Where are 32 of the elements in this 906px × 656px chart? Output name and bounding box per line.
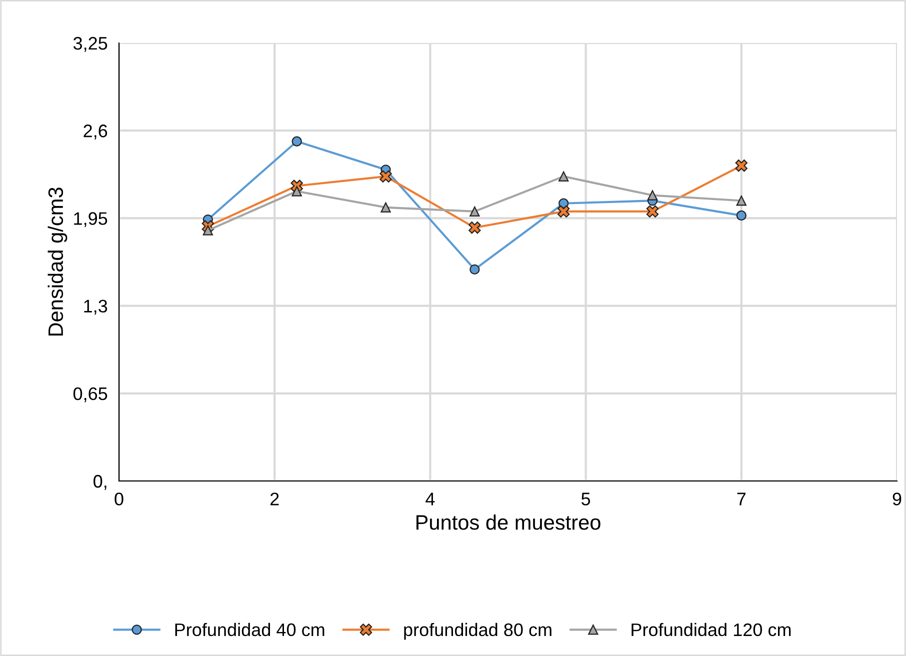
x-tick-label: 0 xyxy=(114,492,124,506)
legend-label: profundidad 80 cm xyxy=(404,622,552,640)
legend-label: Profundidad 40 cm xyxy=(175,622,324,636)
point xyxy=(202,225,213,236)
y-tick-label: 1,3 xyxy=(84,300,108,315)
point xyxy=(470,206,480,217)
point xyxy=(735,160,748,172)
point xyxy=(647,190,658,200)
x-tick-label: 7 xyxy=(737,492,746,506)
point xyxy=(736,196,746,206)
x-tick-label: 5 xyxy=(582,492,590,506)
point xyxy=(557,205,570,218)
point xyxy=(380,202,391,212)
y-tick-label: 2,6 xyxy=(84,124,108,140)
point xyxy=(380,170,392,183)
legend-label: Profundidad 120 cm xyxy=(632,622,791,636)
y-tick-label: 0,65 xyxy=(73,387,108,402)
y-tick-label: 0, xyxy=(94,474,106,490)
y-tick-label: 3,25 xyxy=(73,36,108,52)
x-axis-title: Puntos de muestreo xyxy=(416,514,600,530)
y-tick-label: 1,95 xyxy=(74,212,108,228)
x-tick-label: 2 xyxy=(270,492,279,506)
x-tick-label: 4 xyxy=(426,492,435,506)
point xyxy=(468,222,481,234)
point xyxy=(736,210,746,221)
point xyxy=(646,205,659,218)
point xyxy=(558,171,569,182)
point xyxy=(292,136,302,146)
y-axis-title: Densidad g/cm3 xyxy=(48,188,68,336)
point xyxy=(470,264,480,274)
x-tick-label: 9 xyxy=(892,492,902,506)
point xyxy=(292,186,302,196)
